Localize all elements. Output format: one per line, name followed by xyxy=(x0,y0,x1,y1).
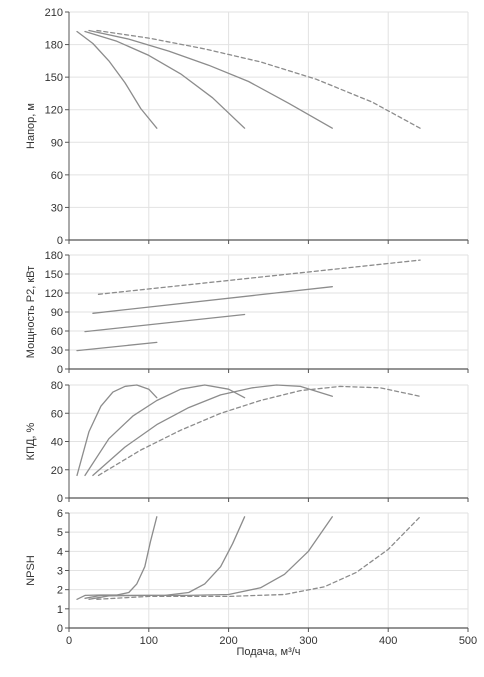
y-tick-label: 90 xyxy=(51,307,63,319)
series-line-4 xyxy=(96,516,421,600)
x-tick-label: 200 xyxy=(219,635,237,647)
y-tick-label: 60 xyxy=(51,326,63,338)
series-line-4 xyxy=(97,385,421,477)
y-tick-label: 150 xyxy=(45,269,63,281)
y-tick-label: 120 xyxy=(45,105,63,117)
y-tick-label: 180 xyxy=(45,250,63,262)
y-tick-label: 60 xyxy=(51,170,63,182)
y-tick-label: 0 xyxy=(57,623,63,635)
y-tick-label: 20 xyxy=(51,465,63,477)
y-tick-label: 2 xyxy=(57,585,63,597)
x-tick-label: 0 xyxy=(66,635,72,647)
series-line-1 xyxy=(76,341,158,352)
y-tick-label: 0 xyxy=(57,235,63,247)
y-axis-title: Мощность P2, кВт xyxy=(25,266,37,358)
y-tick-label: 90 xyxy=(51,137,63,149)
x-tick-label: 500 xyxy=(459,635,477,647)
y-tick-label: 6 xyxy=(57,508,63,520)
y-axis-title: NPSH xyxy=(25,555,37,586)
series-line-2 xyxy=(84,313,246,333)
y-tick-label: 5 xyxy=(57,527,63,539)
series-line-1 xyxy=(76,516,158,600)
y-tick-label: 120 xyxy=(45,288,63,300)
y-axis-title: Напор, м xyxy=(25,103,37,149)
y-tick-label: 210 xyxy=(45,7,63,19)
series-line-2 xyxy=(84,516,246,599)
y-tick-label: 0 xyxy=(57,493,63,505)
series-line-4 xyxy=(96,29,421,129)
y-tick-label: 1 xyxy=(57,604,63,616)
y-tick-label: 30 xyxy=(51,345,63,357)
series-line-4 xyxy=(97,259,421,295)
series-line-1 xyxy=(76,30,158,129)
series-line-3 xyxy=(92,384,333,477)
series-line-3 xyxy=(88,29,333,129)
series-line-2 xyxy=(84,384,246,477)
x-tick-label: 100 xyxy=(140,635,158,647)
y-tick-label: 3 xyxy=(57,566,63,578)
x-tick-label: 300 xyxy=(299,635,317,647)
series-line-1 xyxy=(76,384,158,477)
series-line-3 xyxy=(88,516,333,600)
y-axis-title: КПД, % xyxy=(25,422,37,460)
y-tick-label: 80 xyxy=(51,380,63,392)
y-tick-label: 30 xyxy=(51,202,63,214)
y-tick-label: 4 xyxy=(57,546,63,558)
y-tick-label: 40 xyxy=(51,437,63,449)
series-line-2 xyxy=(84,30,246,129)
series-line-3 xyxy=(92,286,333,314)
x-tick-label: 400 xyxy=(379,635,397,647)
y-tick-label: 60 xyxy=(51,408,63,420)
y-tick-label: 0 xyxy=(57,364,63,376)
y-tick-label: 180 xyxy=(45,40,63,52)
x-axis-title: Подача, м³/ч xyxy=(236,646,300,658)
y-tick-label: 150 xyxy=(45,72,63,84)
